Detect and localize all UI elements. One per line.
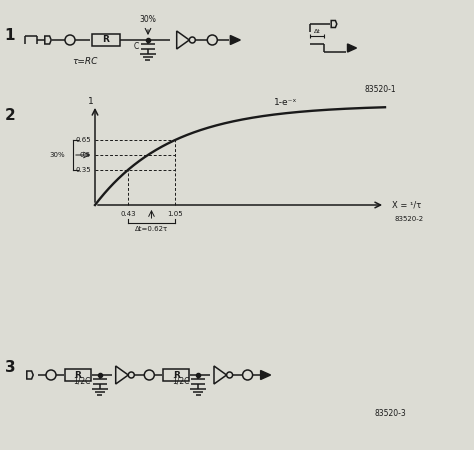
- Polygon shape: [116, 366, 128, 384]
- Polygon shape: [331, 21, 337, 27]
- Bar: [92, 34, 120, 46]
- Circle shape: [144, 370, 155, 380]
- Text: 3: 3: [5, 360, 15, 374]
- Text: 1: 1: [5, 27, 15, 42]
- Polygon shape: [261, 370, 271, 379]
- Text: 1/2C: 1/2C: [172, 377, 189, 386]
- Circle shape: [46, 370, 56, 380]
- Polygon shape: [45, 36, 51, 44]
- Text: C: C: [134, 42, 139, 51]
- Text: X = ¹/τ: X = ¹/τ: [392, 201, 422, 210]
- Text: 1: 1: [88, 96, 94, 105]
- Text: 30%: 30%: [49, 152, 65, 158]
- Text: 1.05: 1.05: [167, 211, 183, 217]
- Text: τ=RC: τ=RC: [73, 58, 98, 67]
- Circle shape: [227, 372, 233, 378]
- Circle shape: [65, 35, 75, 45]
- Circle shape: [243, 370, 253, 380]
- Text: Δt: Δt: [314, 29, 320, 34]
- Text: R: R: [74, 370, 82, 379]
- Polygon shape: [27, 371, 33, 379]
- Polygon shape: [177, 31, 189, 49]
- Polygon shape: [230, 36, 240, 45]
- Circle shape: [207, 35, 217, 45]
- Text: 83520-1: 83520-1: [364, 86, 396, 94]
- Text: 1/2C: 1/2C: [73, 377, 91, 386]
- Text: R: R: [173, 370, 180, 379]
- Text: 0.43: 0.43: [120, 211, 136, 217]
- Text: 1-e⁻ˣ: 1-e⁻ˣ: [274, 98, 298, 107]
- Text: Δt=0.62τ: Δt=0.62τ: [135, 226, 168, 232]
- Bar: [164, 369, 189, 381]
- Text: 83520-2: 83520-2: [395, 216, 424, 222]
- Polygon shape: [214, 366, 227, 384]
- Text: 0.35: 0.35: [75, 167, 91, 173]
- Text: 2: 2: [5, 108, 15, 122]
- Circle shape: [189, 37, 195, 43]
- Text: 0.65: 0.65: [75, 137, 91, 143]
- Text: R: R: [102, 36, 109, 45]
- Polygon shape: [347, 44, 356, 52]
- Text: 83520-3: 83520-3: [374, 409, 406, 418]
- Text: 30%: 30%: [139, 15, 156, 24]
- Bar: [65, 369, 91, 381]
- Circle shape: [128, 372, 134, 378]
- Text: 0.5: 0.5: [80, 152, 91, 158]
